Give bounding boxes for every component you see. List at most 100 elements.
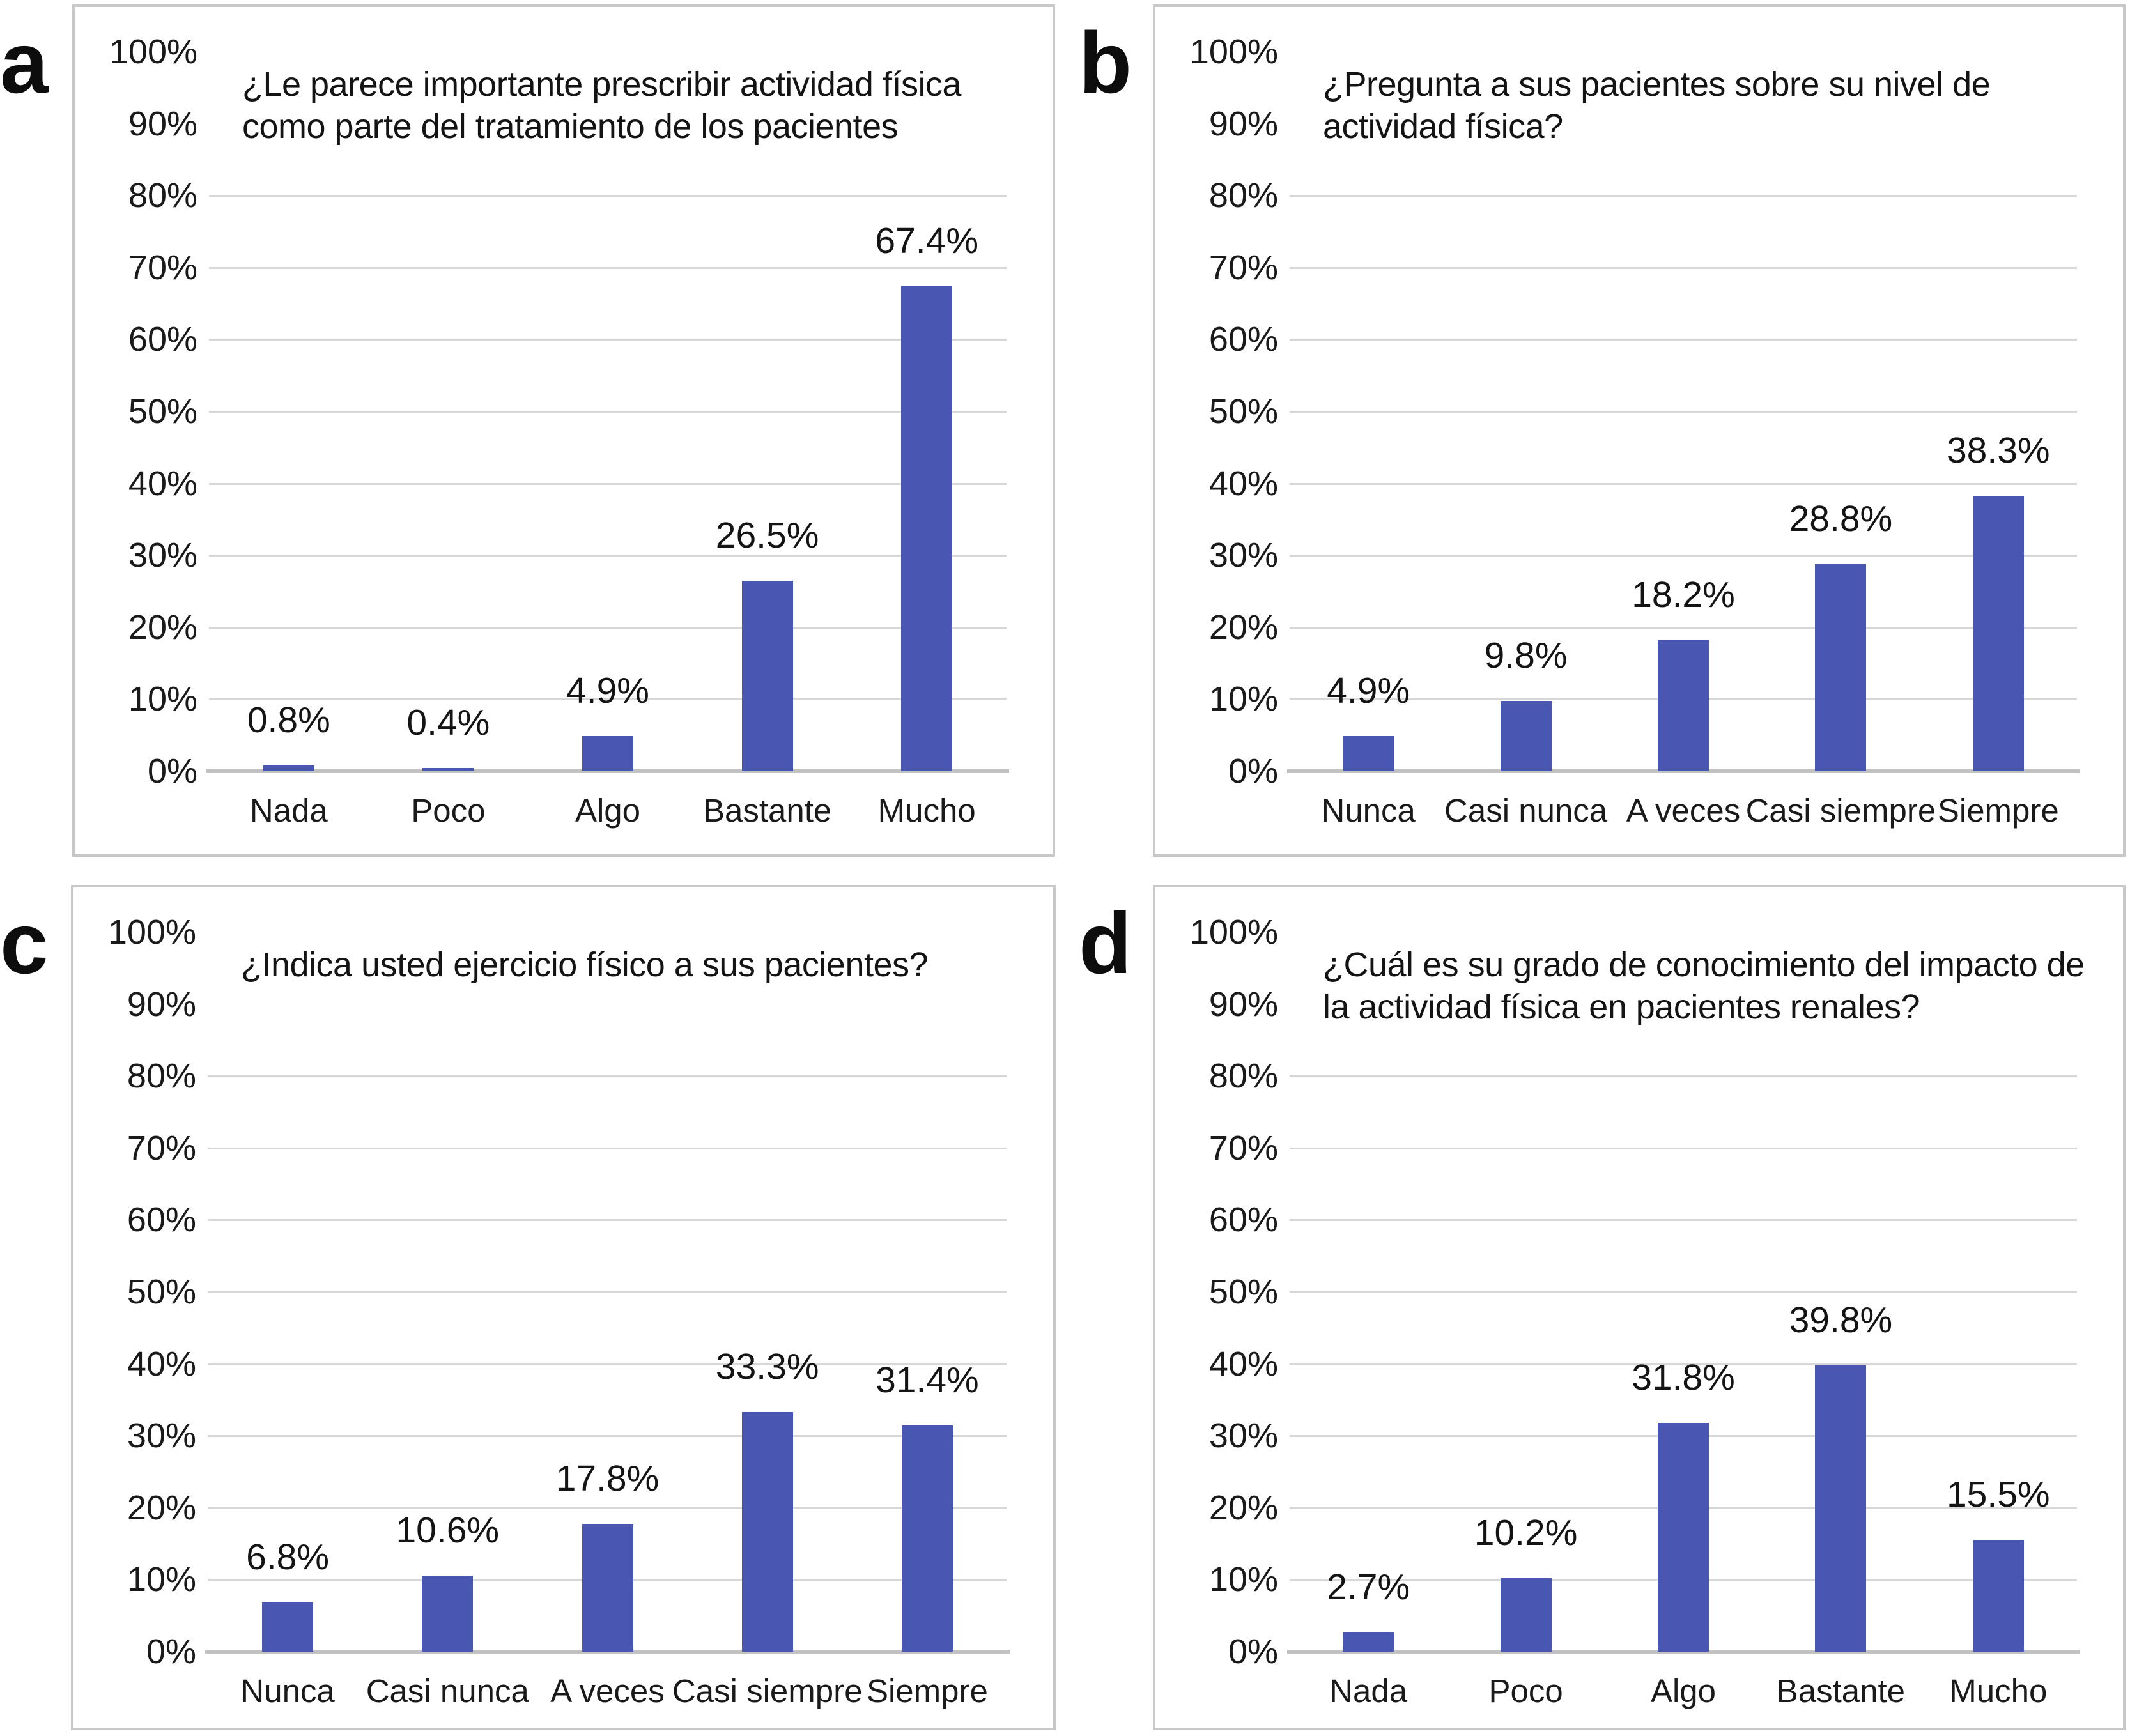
bar-value-label-casi-siempre: 28.8% (1789, 498, 1893, 539)
category-label-poco: Poco (411, 792, 486, 829)
category-label-casi-siempre: Casi siempre (672, 1673, 863, 1709)
y-axis-tick-label: 90% (127, 985, 196, 1024)
bar-bastante (1815, 1365, 1867, 1652)
chart-title-line: ¿Le parece importante prescribir activid… (242, 65, 962, 104)
chart-title-line: la actividad física en pacientes renales… (1323, 988, 1920, 1026)
gridline-20 (209, 626, 1007, 629)
bar-value-label-poco: 0.4% (406, 702, 490, 744)
gridline-40 (1290, 482, 2077, 485)
category-label-nunca: Nunca (240, 1673, 335, 1709)
y-axis-tick-label: 90% (1208, 104, 1278, 143)
x-axis-baseline (1287, 769, 2080, 773)
y-axis-tick-label: 70% (1208, 1128, 1278, 1167)
y-axis-tick-label: 30% (1208, 1417, 1278, 1456)
category-label-siempre: Siempre (1937, 792, 2059, 829)
bar-siempre (1972, 495, 2024, 771)
y-axis-tick-label: 40% (1208, 1344, 1278, 1383)
y-axis-tick-label: 60% (1208, 320, 1278, 359)
bar-value-label-mucho: 67.4% (875, 220, 978, 262)
y-axis-tick-label: 60% (127, 1201, 196, 1240)
y-axis-tick-label: 70% (128, 248, 197, 287)
y-axis-tick-label: 20% (1208, 608, 1278, 647)
gridline-50 (1290, 1291, 2077, 1293)
y-axis-tick-label: 50% (1208, 1273, 1278, 1311)
bar-poco (422, 768, 474, 771)
gridline-10 (209, 698, 1007, 701)
y-axis-tick-label: 90% (128, 104, 197, 143)
category-label-poco: Poco (1488, 1673, 1563, 1709)
y-axis-tick-label: 80% (128, 176, 197, 215)
y-axis-tick-label: 0% (1228, 752, 1278, 790)
gridline-20 (1290, 626, 2077, 629)
bar-casi-nunca (1500, 700, 1552, 771)
gridline-70 (1290, 1147, 2077, 1149)
gridline-40 (1290, 1363, 2077, 1365)
y-axis-tick-label: 20% (127, 1488, 196, 1527)
gridline-70 (209, 266, 1007, 269)
chart-title-line: como parte del tratamiento de los pacien… (242, 107, 899, 146)
bar-value-label-a-veces: 18.2% (1632, 574, 1735, 616)
y-axis-tick-label: 80% (1208, 1057, 1278, 1096)
y-axis-tick-label: 40% (127, 1344, 196, 1383)
bar-algo (582, 735, 633, 771)
category-label-algo: Algo (575, 792, 641, 829)
y-axis-tick-label: 10% (128, 680, 197, 719)
category-label-bastante: Bastante (702, 792, 832, 829)
bar-value-label-bastante: 26.5% (715, 514, 819, 556)
bar-value-label-casi-nunca: 10.6% (396, 1509, 500, 1551)
bar-value-label-casi-nunca: 9.8% (1484, 634, 1568, 676)
chart-title-line: ¿Cuál es su grado de conocimiento del im… (1323, 946, 2085, 984)
gridline-80 (208, 1075, 1007, 1078)
gridline-30 (208, 1435, 1007, 1438)
bar-value-label-siempre: 31.4% (876, 1360, 979, 1401)
gridline-80 (1290, 1075, 2077, 1078)
x-axis-baseline (1287, 1650, 2080, 1654)
y-axis-tick-label: 0% (147, 752, 197, 790)
y-axis-tick-label: 100% (107, 913, 196, 951)
bar-value-label-casi-siempre: 33.3% (715, 1346, 819, 1388)
chart-title-line: ¿Pregunta a sus pacientes sobre su nivel… (1323, 65, 1991, 104)
x-axis-baseline (205, 1650, 1010, 1654)
gridline-70 (208, 1147, 1007, 1149)
gridline-40 (208, 1363, 1007, 1365)
category-label-casi-nunca: Casi nunca (1444, 792, 1608, 829)
panel-letter-d: d (1079, 895, 1132, 992)
chart-title-line: actividad física? (1323, 107, 1563, 146)
gridline-80 (209, 195, 1007, 197)
y-axis-tick-label: 0% (1228, 1632, 1278, 1671)
y-axis-tick-label: 100% (1189, 913, 1278, 951)
bar-mucho (901, 286, 953, 771)
y-axis-tick-label: 20% (128, 608, 197, 647)
y-axis-tick-label: 10% (127, 1560, 196, 1599)
chart-panel-d: 0% 10% 20% 30% 40% 50% 60% 70% 80% 90% 100% ¿Cuál e… (1153, 885, 2126, 1730)
panel-letter-b: b (1079, 14, 1132, 111)
bar-value-label-siempre: 38.3% (1946, 429, 2050, 471)
category-label-a-veces: A veces (1626, 792, 1741, 829)
gridline-40 (209, 482, 1007, 485)
category-label-mucho: Mucho (877, 792, 976, 829)
chart-title-line: ¿Indica usted ejercicio físico a sus pac… (241, 946, 929, 984)
y-axis-tick-label: 30% (128, 536, 197, 575)
bar-value-label-bastante: 39.8% (1789, 1299, 1893, 1340)
bar-value-label-mucho: 15.5% (1946, 1474, 2050, 1516)
bar-algo (1658, 1422, 1709, 1652)
gridline-50 (1290, 411, 2077, 413)
y-axis-tick-label: 70% (1208, 248, 1278, 287)
bar-value-label-nunca: 4.9% (1327, 670, 1410, 711)
gridline-70 (1290, 266, 2077, 269)
y-axis-tick-label: 30% (127, 1417, 196, 1456)
y-axis-tick-label: 10% (1208, 1560, 1278, 1599)
chart-panel-a: 0% 10% 20% 30% 40% 50% 60% 70% 80% 90% 100% ¿Le par… (72, 4, 1055, 857)
bar-value-label-nada: 2.7% (1327, 1566, 1410, 1608)
category-label-casi-nunca: Casi nunca (366, 1673, 529, 1709)
category-label-nunca: Nunca (1321, 792, 1416, 829)
category-label-casi-siempre: Casi siempre (1745, 792, 1936, 829)
bar-nunca (262, 1602, 314, 1652)
y-axis-tick-label: 80% (127, 1057, 196, 1096)
y-axis-tick-label: 50% (1208, 392, 1278, 431)
y-axis-tick-label: 0% (146, 1632, 196, 1671)
gridline-50 (208, 1291, 1007, 1293)
gridline-60 (209, 339, 1007, 341)
y-axis-tick-label: 90% (1208, 985, 1278, 1024)
